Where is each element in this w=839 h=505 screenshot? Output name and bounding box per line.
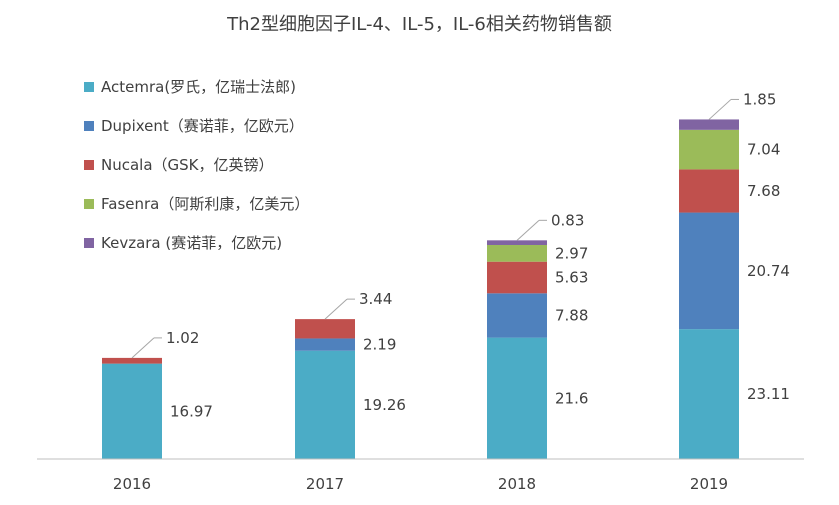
bar-2019-series-1 <box>679 329 739 459</box>
legend-label-4: Fasenra（阿斯利康，亿美元） <box>101 195 309 213</box>
data-label-2017-series-1: 19.26 <box>363 396 406 414</box>
legend-swatch-1 <box>84 82 94 92</box>
bar-2016-series-1 <box>102 363 162 459</box>
data-label-2018-series-1: 21.6 <box>555 389 588 407</box>
bar-2018-series-1 <box>487 337 547 459</box>
legend-swatch-4 <box>84 199 94 209</box>
data-label-2019-series-4: 7.04 <box>747 141 780 159</box>
bar-2019-series-4 <box>679 129 739 170</box>
legend-label-3: Nucala（GSK，亿英镑） <box>101 156 274 174</box>
data-label-2018-series-3: 5.63 <box>555 269 588 287</box>
data-label-2019-series-1: 23.11 <box>747 385 790 403</box>
bar-2018-series-4 <box>487 244 547 262</box>
legend-swatch-5 <box>84 238 94 248</box>
legend-label-1: Actemra(罗氏，亿瑞士法郎) <box>101 78 296 96</box>
data-label-2017-series-2: 2.19 <box>363 336 396 354</box>
x-tick-label-2017: 2017 <box>306 475 344 493</box>
bar-2017-series-3 <box>295 319 355 339</box>
legend-label-2: Dupixent（赛诺菲，亿欧元） <box>101 117 304 135</box>
bar-2016-series-3 <box>102 357 162 364</box>
bar-2018-series-3 <box>487 261 547 294</box>
leader-line-2019 <box>708 99 732 120</box>
data-label-2018-series-4: 2.97 <box>555 244 588 262</box>
bar-2019-series-3 <box>679 169 739 213</box>
bar-2017-series-1 <box>295 350 355 459</box>
data-label-2018-series-2: 7.88 <box>555 306 588 324</box>
data-label-2019-series-3: 7.68 <box>747 182 780 200</box>
legend-swatch-3 <box>84 160 94 170</box>
data-label-2016-series-3: 1.02 <box>166 329 199 347</box>
x-tick-label-2016: 2016 <box>113 475 151 493</box>
bar-2019-series-5 <box>679 119 739 130</box>
bar-2018-series-5 <box>487 240 547 245</box>
data-label-2019-series-2: 20.74 <box>747 262 790 280</box>
data-label-2018-series-5: 0.83 <box>551 211 584 229</box>
bar-2019-series-2 <box>679 212 739 330</box>
x-tick-label-2018: 2018 <box>498 475 536 493</box>
data-label-2017-series-3: 3.44 <box>359 290 392 308</box>
chart-title: Th2型细胞因子IL-4、IL-5，IL-6相关药物销售额 <box>227 14 612 35</box>
legend-swatch-2 <box>84 121 94 131</box>
leader-line-2017 <box>324 298 348 320</box>
legend-label-5: Kevzara (赛诺菲，亿欧元) <box>101 234 282 252</box>
bar-2018-series-2 <box>487 293 547 338</box>
x-tick-label-2019: 2019 <box>690 475 728 493</box>
data-label-2019-series-5: 1.85 <box>743 90 776 108</box>
leader-line-2016 <box>131 337 155 359</box>
data-label-2016-series-1: 16.97 <box>170 402 213 420</box>
bar-2017-series-2 <box>295 338 355 351</box>
leader-line-2018 <box>516 219 540 241</box>
